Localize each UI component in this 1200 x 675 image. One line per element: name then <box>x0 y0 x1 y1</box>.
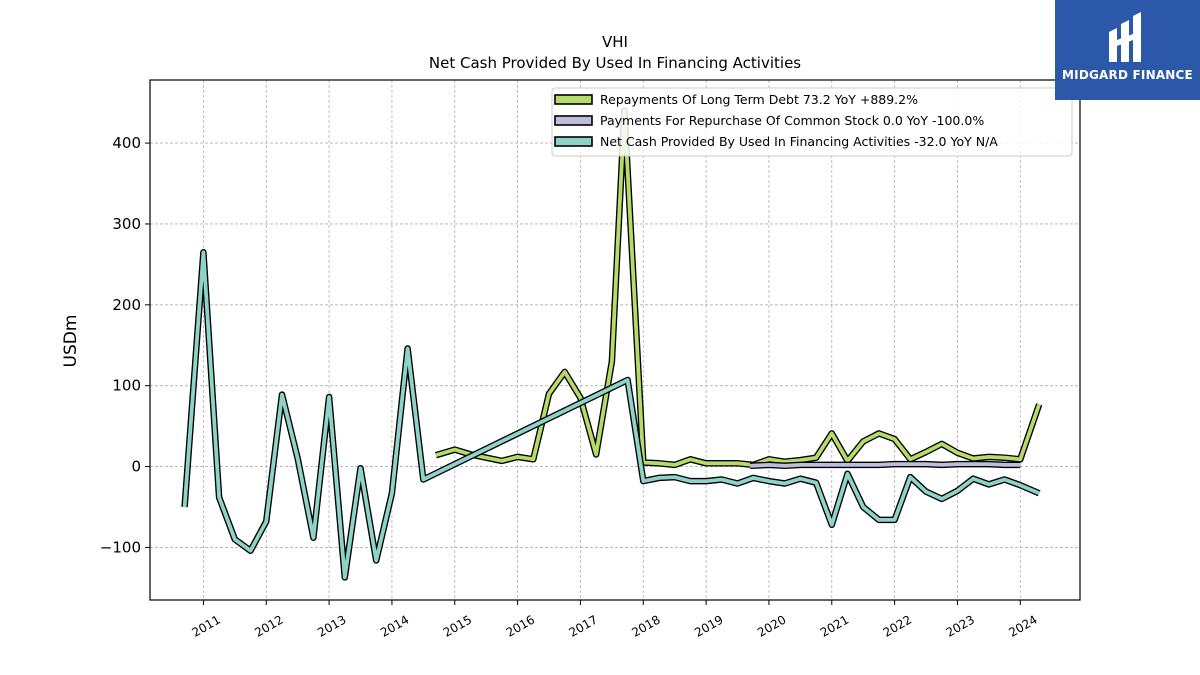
y-tick-label: 200 <box>112 296 141 314</box>
legend-swatch <box>554 136 593 147</box>
legend-swatch <box>554 115 593 126</box>
axis-ticks: 2011 2012 2013 2014 2015 2016 2017 2018 2019 2020… <box>100 134 1040 640</box>
legend-entry: Repayments Of Long Term Debt 73.2 YoY +8… <box>600 92 918 107</box>
plot-area-frame <box>149 79 1081 601</box>
series-line <box>435 108 1041 467</box>
y-tick-label: 0 <box>131 458 141 476</box>
x-tick-label: 2015 <box>441 612 474 639</box>
logo-mark-icon <box>1109 12 1141 62</box>
series-line-outline <box>434 107 1043 469</box>
series-line <box>750 462 1021 468</box>
x-tick-label: 2012 <box>252 612 285 639</box>
y-axis-label: USDm <box>61 315 81 368</box>
y-tick-label: 100 <box>112 377 141 395</box>
x-tick-label: 2024 <box>1006 612 1039 639</box>
x-tick-label: 2022 <box>881 612 914 639</box>
y-tick-label: 400 <box>112 134 141 152</box>
y-tick-label: 300 <box>112 215 141 233</box>
x-tick-label: 2019 <box>692 612 725 639</box>
legend-box <box>551 87 1073 157</box>
chart-title: VHI <box>602 33 628 51</box>
legend-swatch <box>554 94 593 105</box>
x-tick-label: 2013 <box>315 612 348 639</box>
legend-entry: Payments For Repurchase Of Common Stock … <box>600 113 984 128</box>
x-tick-label: 2014 <box>378 612 411 639</box>
x-tick-label: 2011 <box>189 612 222 639</box>
y-tick-label: −100 <box>100 538 141 556</box>
chart-subtitle: Net Cash Provided By Used In Financing A… <box>429 54 801 72</box>
legend-entry: Net Cash Provided By Used In Financing A… <box>600 134 998 149</box>
series-line <box>182 250 1040 580</box>
logo-text: MIDGARD FINANCE <box>1062 68 1193 82</box>
series-lines <box>181 107 1043 581</box>
x-tick-label: 2016 <box>504 612 537 639</box>
midgard-finance-logo: MIDGARD FINANCE <box>1055 0 1200 100</box>
x-tick-label: 2023 <box>944 612 977 639</box>
legend: Repayments Of Long Term Debt 73.2 YoY +8… <box>551 87 1073 157</box>
x-tick-label: 2017 <box>566 612 599 639</box>
x-tick-label: 2020 <box>755 612 788 639</box>
x-tick-label: 2021 <box>818 612 851 639</box>
x-tick-label: 2018 <box>629 612 662 639</box>
